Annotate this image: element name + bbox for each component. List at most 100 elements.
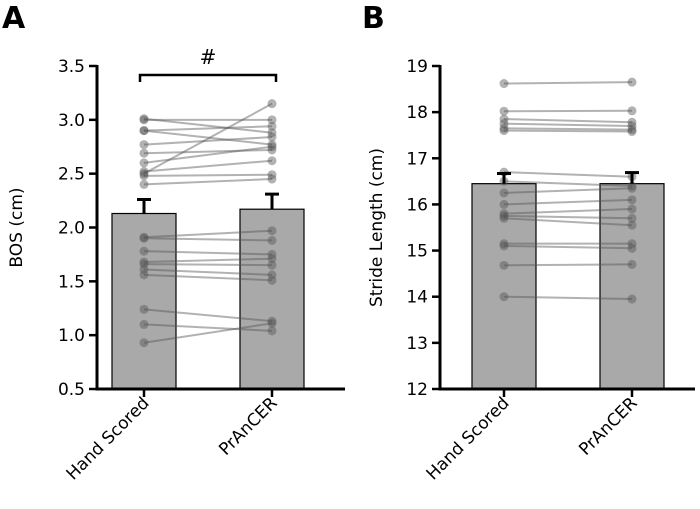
y-tick-label: 2.0 — [58, 219, 85, 239]
data-point-hand-scored — [139, 171, 149, 181]
data-point-prancer — [267, 249, 277, 259]
panel-letter: B — [362, 1, 385, 36]
paired-line — [143, 173, 273, 177]
x-tick-label: Hand Scored — [423, 393, 514, 484]
paired-line — [503, 171, 633, 178]
data-point-prancer — [267, 226, 277, 236]
data-point-prancer — [627, 183, 637, 193]
paired-line — [143, 268, 273, 276]
paired-line — [143, 117, 273, 134]
y-tick-label: 3.5 — [58, 57, 85, 77]
paired-line — [143, 323, 273, 332]
data-point-hand-scored — [499, 114, 509, 124]
data-point-hand-scored — [139, 115, 149, 125]
paired-line — [143, 136, 273, 146]
data-point-prancer — [267, 318, 277, 328]
data-point-prancer — [627, 259, 637, 269]
data-point-hand-scored — [139, 126, 149, 136]
data-point-hand-scored — [139, 246, 149, 256]
data-point-prancer — [267, 142, 277, 152]
data-point-hand-scored — [499, 199, 509, 209]
significance-label: # — [200, 45, 217, 69]
bar-prancer — [599, 183, 665, 390]
paired-line — [143, 308, 273, 323]
data-point-prancer — [267, 174, 277, 184]
data-point-prancer — [267, 121, 277, 131]
data-point-prancer — [627, 294, 637, 304]
data-point-hand-scored — [139, 148, 149, 158]
data-point-hand-scored — [499, 239, 509, 249]
paired-line — [503, 208, 633, 215]
paired-line — [503, 122, 633, 127]
data-point-prancer — [627, 213, 637, 223]
data-point-prancer — [627, 181, 637, 191]
data-point-prancer — [627, 220, 637, 230]
data-point-hand-scored — [139, 257, 149, 267]
data-point-hand-scored — [499, 213, 509, 223]
data-point-prancer — [627, 195, 637, 205]
bar-hand-scored — [111, 212, 177, 390]
paired-line — [143, 250, 273, 256]
data-point-prancer — [627, 125, 637, 135]
paired-line — [503, 295, 633, 301]
paired-line — [143, 102, 273, 175]
data-point-hand-scored — [139, 126, 149, 136]
data-point-prancer — [267, 275, 277, 285]
data-point-prancer — [267, 326, 277, 336]
paired-line — [143, 273, 273, 282]
data-point-hand-scored — [139, 233, 149, 243]
paired-line — [143, 322, 273, 344]
paired-line — [143, 129, 273, 146]
data-point-prancer — [627, 106, 637, 116]
data-point-hand-scored — [139, 158, 149, 168]
y-tick-label: 12 — [406, 380, 428, 400]
data-point-hand-scored — [499, 241, 509, 251]
data-point-prancer — [267, 145, 277, 155]
y-tick-label: 17 — [406, 149, 428, 169]
y-tick-label: 14 — [406, 288, 428, 308]
y-axis-label: Stride Length (cm) — [367, 148, 387, 307]
data-point-hand-scored — [139, 114, 149, 124]
data-point-hand-scored — [139, 304, 149, 314]
data-point-prancer — [627, 77, 637, 87]
data-point-hand-scored — [139, 167, 149, 177]
data-point-prancer — [627, 117, 637, 127]
paired-line — [143, 257, 273, 263]
paired-line — [503, 198, 633, 206]
data-point-hand-scored — [139, 179, 149, 189]
paired-line — [143, 159, 273, 173]
data-point-prancer — [267, 115, 277, 125]
data-point-prancer — [627, 127, 637, 137]
data-point-prancer — [267, 99, 277, 109]
paired-line — [503, 214, 633, 220]
data-point-prancer — [627, 243, 637, 253]
data-point-prancer — [267, 156, 277, 166]
paired-line — [503, 81, 633, 85]
paired-line — [503, 244, 633, 250]
data-point-prancer — [267, 316, 277, 326]
data-point-prancer — [627, 204, 637, 214]
panel-b: B 12 13 14 15 16 17 18 19 Hand Scored PrAnCER Strid… — [362, 1, 695, 484]
bar-prancer — [239, 208, 305, 390]
x-tick-label: Hand Scored — [63, 393, 154, 484]
paired-line — [503, 263, 633, 267]
paired-line — [503, 127, 633, 131]
bar-hand-scored — [471, 183, 537, 390]
paired-line — [503, 180, 633, 187]
y-tick-label: 13 — [406, 334, 428, 354]
y-tick-label: 2.5 — [58, 165, 85, 185]
data-point-hand-scored — [139, 140, 149, 150]
data-point-hand-scored — [139, 264, 149, 274]
y-tick-label: 0.5 — [58, 380, 85, 400]
data-point-hand-scored — [139, 319, 149, 329]
paired-line — [503, 187, 633, 194]
data-point-hand-scored — [499, 292, 509, 302]
data-point-prancer — [267, 254, 277, 264]
data-point-prancer — [627, 239, 637, 249]
paired-line — [143, 237, 273, 242]
data-point-prancer — [267, 128, 277, 138]
data-point-prancer — [267, 260, 277, 270]
data-point-prancer — [267, 132, 277, 142]
data-point-hand-scored — [499, 79, 509, 89]
